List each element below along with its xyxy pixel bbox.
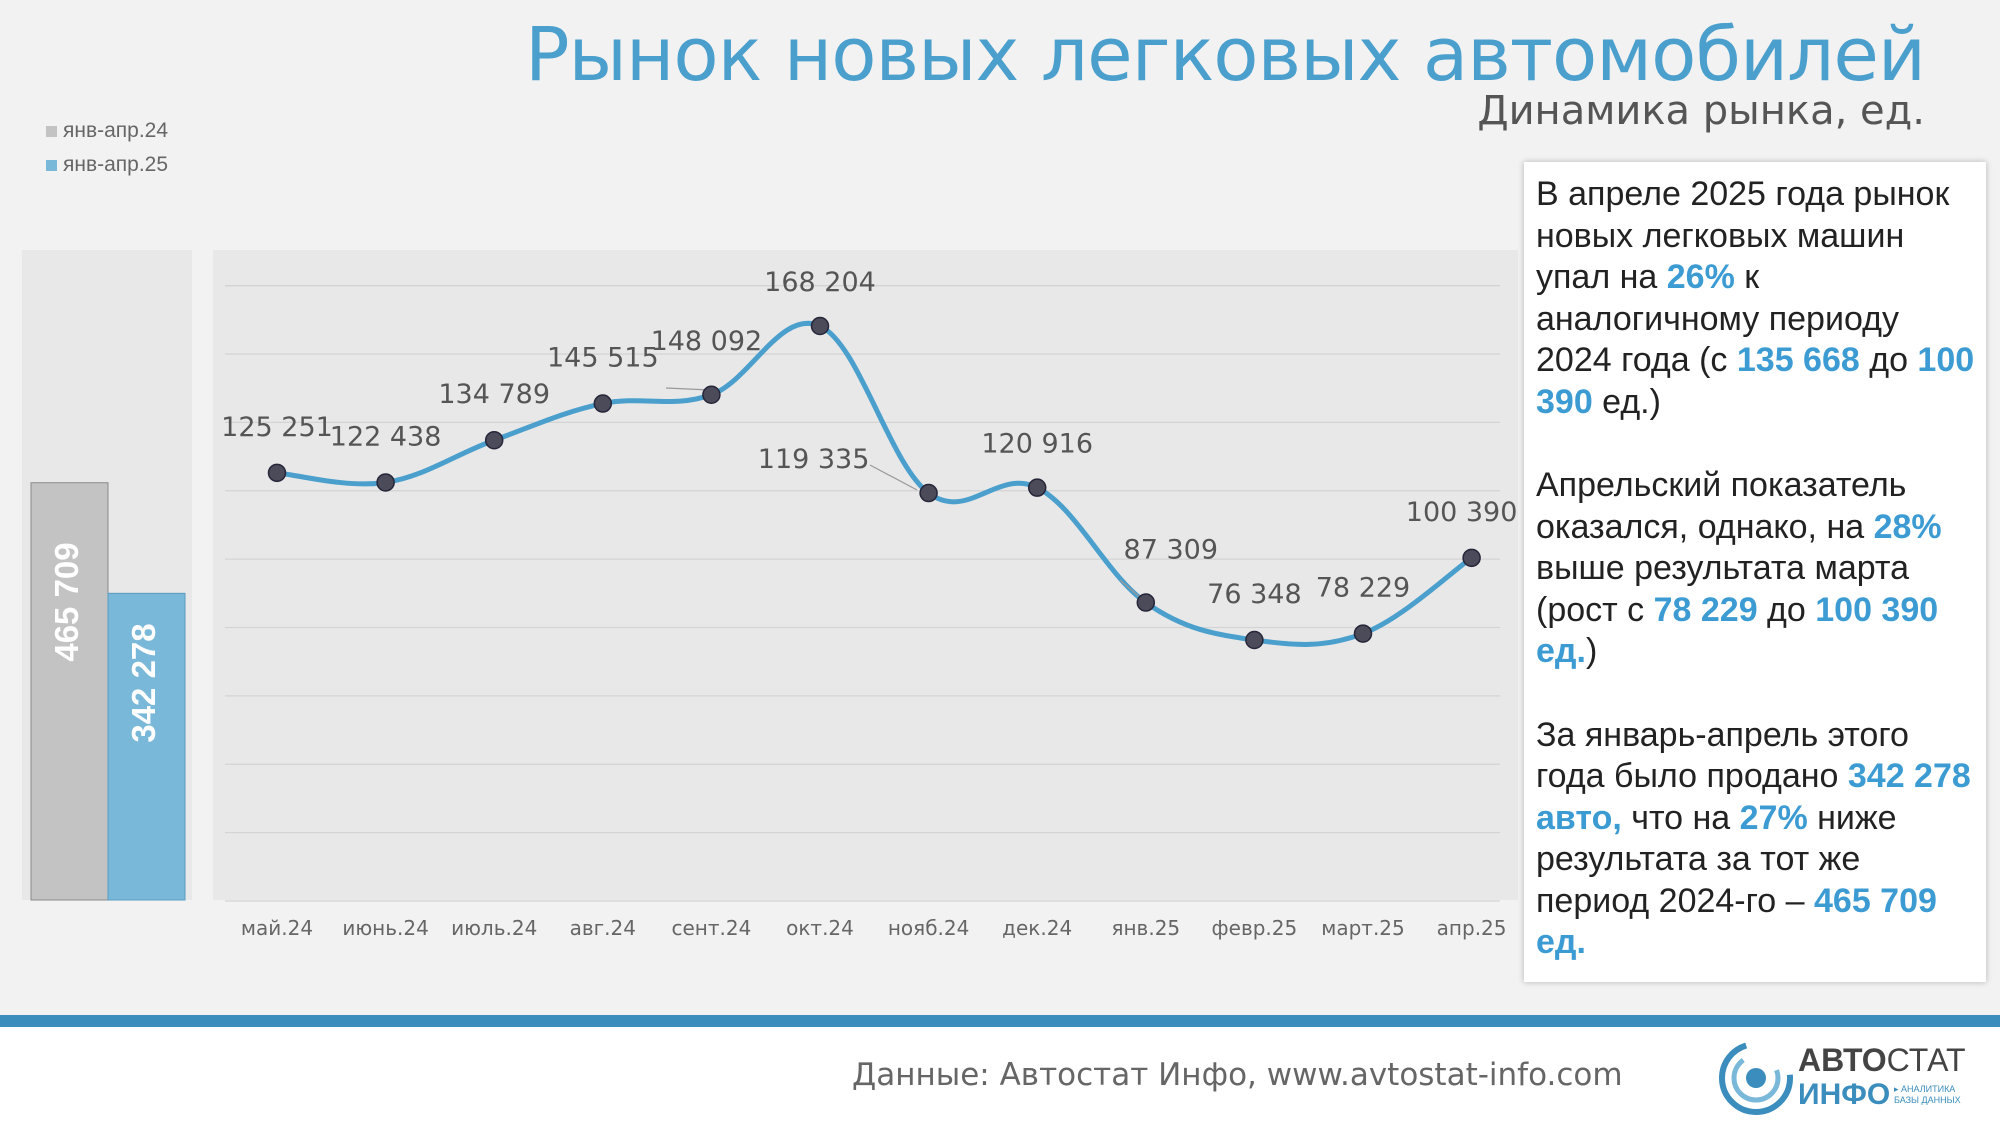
p3-segment: За январь-апрель этого года было продано <box>1536 715 1909 796</box>
data-label: 122 438 <box>330 421 442 452</box>
data-label: 145 515 <box>547 343 659 374</box>
data-point <box>267 463 287 483</box>
data-label: 76 348 <box>1207 579 1301 610</box>
logo-sub-line2: БАЗЫ ДАННЫХ <box>1894 1095 1961 1105</box>
p1-segment: 100 390 <box>1536 341 1975 421</box>
summary-bar-label-1: 342 278 <box>125 623 162 742</box>
data-label: 148 092 <box>651 326 763 357</box>
legend: янв-апр.24 янв-апр.25 <box>46 119 169 188</box>
x-tick-label: окт.24 <box>786 916 854 940</box>
data-point <box>484 430 504 450</box>
leader-line <box>869 464 918 491</box>
logo-sub-line1: ▸ АНАЛИТИКА <box>1894 1084 1956 1094</box>
x-tick-label: нояб.24 <box>888 916 969 940</box>
chart-area: 465 709 342 278 125 251 май.24 122 438 июнь.2… <box>30 250 1518 940</box>
logo-word-avto: АВТО <box>1798 1042 1887 1078</box>
data-label: 119 335 <box>758 444 870 475</box>
p1-segment: к аналогичному периоду 2024 года (с <box>1536 258 1899 379</box>
logo-text-bottom: ИНФО <box>1798 1078 1891 1111</box>
data-label: 120 916 <box>981 429 1093 460</box>
data-point <box>1353 624 1373 643</box>
footer <box>0 1027 2000 1130</box>
p1-segment: В апреле 2025 года рынок новых легковых … <box>1536 175 1950 296</box>
p2-segment: 28% <box>1873 507 1942 546</box>
data-point <box>702 385 721 405</box>
data-point <box>1027 478 1047 497</box>
x-tick-label: июнь.24 <box>342 916 429 940</box>
summary-bar-1 <box>107 592 186 901</box>
data-label: 168 204 <box>764 267 876 298</box>
logo-word-stat: СТАТ <box>1886 1042 1966 1078</box>
legend-swatch-2024 <box>46 125 57 137</box>
p2-segment: выше результата марта (рост с <box>1536 549 1910 629</box>
logo-swirl-icon <box>1719 1041 1793 1115</box>
p2-segment: ) <box>1585 632 1598 670</box>
data-point <box>919 483 938 503</box>
commentary-box: В апреле 2025 года рынок новых легковых … <box>1524 162 1986 982</box>
logo-subtitle: ▸ АНАЛИТИКА БАЗЫ ДАННЫХ <box>1894 1084 1961 1106</box>
x-tick-label: авг.24 <box>570 916 636 940</box>
legend-item-2025: янв-апр.25 <box>46 153 169 176</box>
data-source: Данные: Автостат Инфо, www.avtostat-info… <box>852 1057 1623 1093</box>
x-tick-label: сент.24 <box>671 916 751 940</box>
logo-text-top: АВТОСТАТ <box>1798 1042 1966 1079</box>
p1-segment: до <box>1859 341 1918 379</box>
x-tick-label: дек.24 <box>1002 916 1072 940</box>
p1-segment: 26% <box>1666 258 1735 296</box>
p2-segment: 100 390 ед. <box>1536 590 1939 671</box>
x-tick-label: апр.25 <box>1437 916 1507 940</box>
legend-item-2024: янв-апр.24 <box>46 119 169 142</box>
x-tick-label: янв.25 <box>1111 916 1180 940</box>
p3-segment: 342 278 авто, <box>1536 757 1971 837</box>
commentary-paragraph-2: Апрельский показатель оказался, однако, … <box>1536 465 1978 673</box>
data-label: 100 390 <box>1406 497 1518 528</box>
p3-segment: ниже результата за тот же период 2024-го… <box>1536 798 1897 920</box>
p3-segment: что на <box>1621 798 1740 837</box>
commentary-paragraph-3: За январь-апрель этого года было продано… <box>1536 715 1978 964</box>
p3-segment: 27% <box>1739 798 1808 837</box>
chart-subtitle: Динамика рынка, ед. <box>1477 88 1925 134</box>
data-point <box>1462 548 1481 568</box>
summary-bar-0 <box>30 482 109 901</box>
x-tick-label: июль.24 <box>451 916 537 940</box>
legend-label-2025: янв-апр.25 <box>63 153 169 176</box>
data-point <box>376 473 395 492</box>
data-point <box>593 394 613 413</box>
p2-segment: 78 229 <box>1653 590 1758 629</box>
x-tick-label: май.24 <box>241 916 313 940</box>
data-label: 78 229 <box>1316 573 1410 604</box>
p2-segment: до <box>1757 590 1816 629</box>
commentary-paragraph-1: В апреле 2025 года рынок новых легковых … <box>1536 174 1978 423</box>
x-tick-label: февр.25 <box>1212 916 1298 940</box>
x-tick-label: март.25 <box>1321 916 1405 940</box>
legend-swatch-2025 <box>46 159 57 171</box>
p1-segment: 135 668 <box>1736 341 1860 379</box>
data-label: 87 309 <box>1124 535 1218 566</box>
summary-bar-label-0: 465 709 <box>48 542 85 661</box>
data-point <box>810 316 830 336</box>
autostat-logo: АВТОСТАТ ИНФО ▸ АНАЛИТИКА БАЗЫ ДАННЫХ <box>1718 1040 1978 1120</box>
legend-label-2024: янв-апр.24 <box>63 119 169 142</box>
data-label: 134 789 <box>438 379 550 410</box>
data-point <box>1136 593 1156 612</box>
p3-segment: 465 709 ед. <box>1536 881 1937 962</box>
data-label: 125 251 <box>221 412 333 443</box>
line-chart-panel <box>213 250 1518 900</box>
chart-title: Рынок новых легковых автомобилей <box>524 12 1926 98</box>
p2-segment: Апрельский показатель оказался, однако, … <box>1536 466 1907 546</box>
leader-line <box>665 387 711 391</box>
footer-divider <box>0 1015 2000 1027</box>
p1-segment: ед.) <box>1592 382 1661 421</box>
data-point <box>1245 630 1264 650</box>
